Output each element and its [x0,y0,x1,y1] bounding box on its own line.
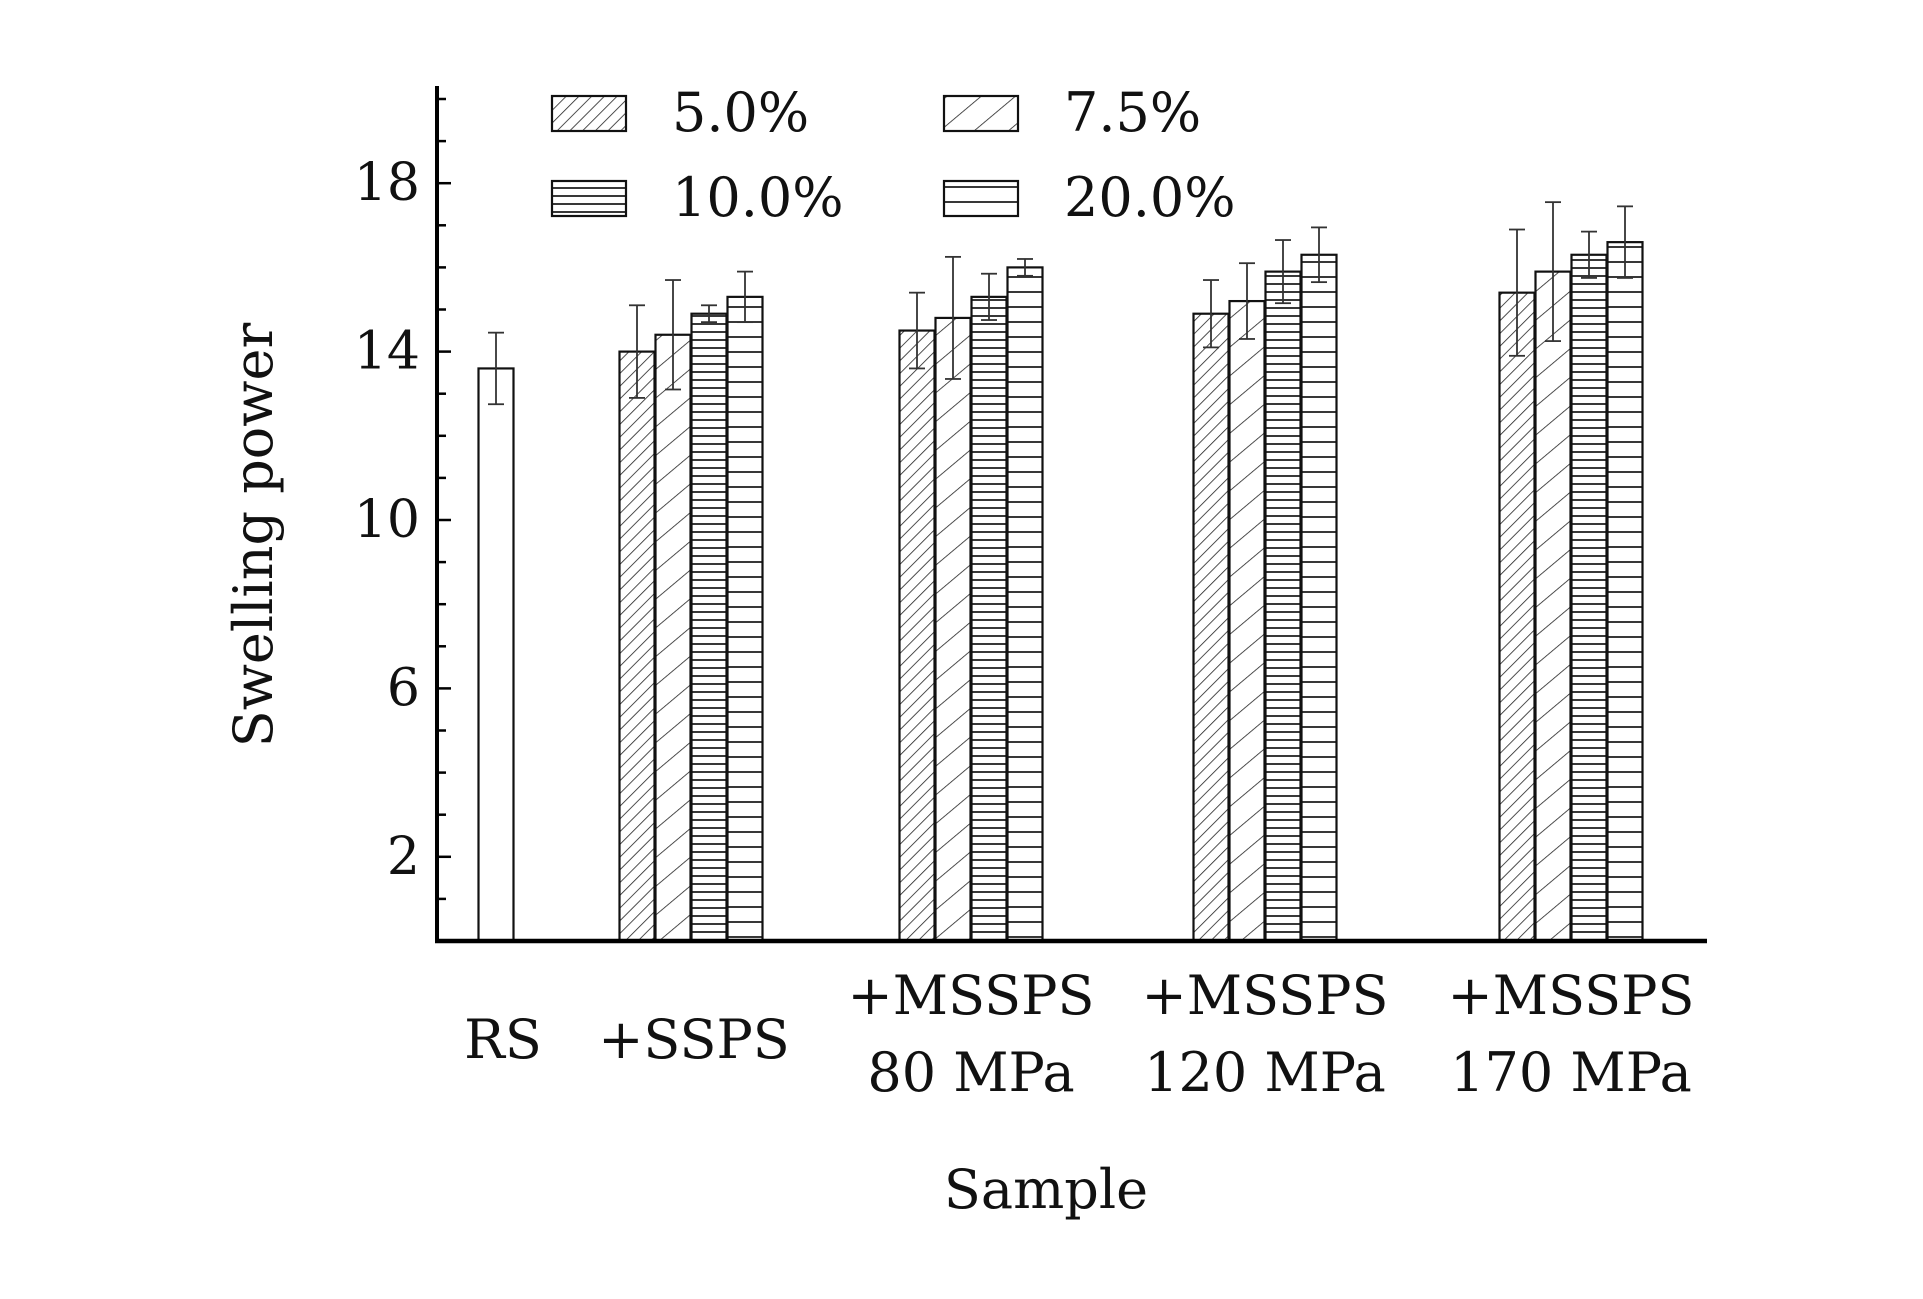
bar-50-cat1 [618,350,656,943]
plot-area [477,201,1644,943]
x-tick-label: 170 MPa [1450,1041,1692,1104]
x-tick-label: RS [464,1008,542,1071]
bar-50-cat4 [1498,291,1536,943]
legend: 5.0% 7.5% 10.0% 20.0% [550,81,1236,229]
bar-100-cat2 [970,295,1008,943]
bar-75-cat2 [934,316,972,943]
x-tick-label: +SSPS [598,1008,790,1071]
y-tick-label: 6 [387,658,420,718]
y-tick-label: 2 [387,827,420,887]
bar-100-cat1 [690,312,728,943]
legend-label: 5.0% [672,81,809,144]
legend-label: 10.0% [672,166,844,229]
bar-200-cat4 [1606,241,1644,943]
bar-75-cat4 [1534,270,1572,943]
legend-swatch [942,94,1020,133]
bar-200-cat3 [1300,253,1338,943]
x-tick-label: +MSSPS [1142,964,1389,1027]
bar-200-cat1 [726,295,764,943]
bar-50-cat3 [1192,312,1230,943]
bar-75-cat1 [654,333,692,943]
y-tick-label: 18 [354,153,420,213]
bar-75-cat3 [1228,299,1266,943]
y-axis-label: Swelling power [222,323,285,748]
x-axis-label: Sample [944,1158,1148,1221]
x-tick-label: +MSSPS [1448,964,1695,1027]
legend-swatch [550,179,628,218]
y-tick-label: 10 [354,490,420,550]
bar-50-cat2 [898,329,936,943]
x-tick-label: 120 MPa [1144,1041,1386,1104]
legend-swatch [942,179,1020,218]
legend-label: 20.0% [1064,166,1236,229]
legend-label: 7.5% [1064,81,1201,144]
bar-200-cat2 [1006,266,1044,943]
y-tick-label: 14 [354,322,420,382]
x-tick-label: 80 MPa [867,1041,1074,1104]
bar-rs [477,367,515,943]
x-tick-label: +MSSPS [848,964,1095,1027]
bar-100-cat3 [1264,270,1302,943]
axes: 2 6 10 14 18 RS +SSPS +MSSPS 80 MPa +MSSPS 120 MPa… [354,86,1707,1104]
legend-swatch [550,94,628,133]
bar-100-cat4 [1570,253,1608,943]
